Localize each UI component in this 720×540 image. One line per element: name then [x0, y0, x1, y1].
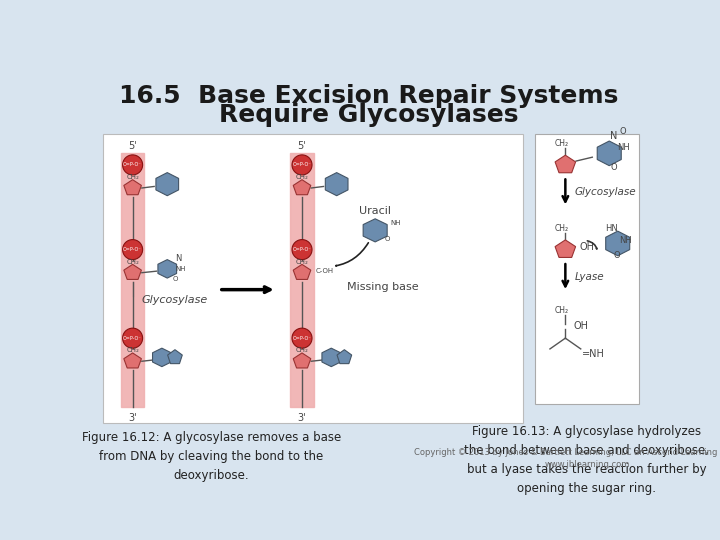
Polygon shape: [124, 180, 141, 195]
Circle shape: [292, 155, 312, 175]
Polygon shape: [168, 350, 182, 363]
Text: NH: NH: [619, 236, 631, 245]
Polygon shape: [158, 260, 176, 278]
Text: 5': 5': [297, 140, 307, 151]
Text: HN: HN: [606, 224, 618, 233]
Text: CH₂: CH₂: [126, 347, 139, 354]
Text: 16.5  Base Excision Repair Systems: 16.5 Base Excision Repair Systems: [120, 84, 618, 107]
Text: Copyright © 2013 by Jones & Bartlett Learning, LLC an Ascend Learning Company
ww: Copyright © 2013 by Jones & Bartlett Lea…: [414, 448, 720, 469]
Polygon shape: [597, 141, 621, 166]
Text: O=P-O⁻: O=P-O⁻: [123, 247, 142, 252]
FancyBboxPatch shape: [104, 134, 523, 423]
Text: CH₂: CH₂: [554, 306, 569, 315]
Polygon shape: [322, 348, 341, 367]
Text: O: O: [611, 163, 617, 172]
Text: CH₂: CH₂: [296, 347, 308, 354]
Circle shape: [122, 328, 143, 348]
Polygon shape: [293, 353, 311, 368]
Text: O=P-O⁻: O=P-O⁻: [123, 163, 142, 167]
Circle shape: [292, 328, 312, 348]
Text: O: O: [613, 251, 620, 260]
Text: O=P-O⁻: O=P-O⁻: [123, 336, 142, 341]
Bar: [121, 153, 144, 408]
Text: NH: NH: [390, 220, 401, 226]
Polygon shape: [555, 155, 575, 173]
FancyArrowPatch shape: [588, 241, 597, 249]
Text: Require Glycosylases: Require Glycosylases: [220, 103, 518, 127]
Text: Uracil: Uracil: [359, 206, 391, 216]
Text: OH: OH: [579, 242, 594, 252]
Text: CH₂: CH₂: [554, 224, 569, 233]
Bar: [290, 153, 314, 408]
Circle shape: [292, 240, 312, 260]
Text: O: O: [384, 236, 390, 242]
Text: NH: NH: [617, 144, 629, 152]
Polygon shape: [153, 348, 171, 367]
Text: Figure 16.12: A glycosylase removes a base
from DNA by cleaving the bond to the
: Figure 16.12: A glycosylase removes a ba…: [81, 430, 341, 482]
Text: O: O: [172, 276, 178, 282]
Polygon shape: [293, 180, 311, 195]
Polygon shape: [606, 231, 630, 256]
Text: Glycosylase: Glycosylase: [142, 295, 208, 305]
Text: 3': 3': [128, 413, 137, 423]
Text: CH₂: CH₂: [296, 174, 308, 180]
Text: Lyase: Lyase: [575, 272, 604, 281]
Text: 5': 5': [128, 140, 137, 151]
FancyArrowPatch shape: [336, 243, 369, 266]
Text: CH₂: CH₂: [296, 259, 308, 265]
Text: Missing base: Missing base: [347, 281, 418, 292]
Text: 3': 3': [297, 413, 306, 423]
Text: CH₂: CH₂: [126, 259, 139, 265]
Text: N: N: [176, 254, 182, 264]
Polygon shape: [293, 265, 311, 279]
Text: N: N: [610, 131, 618, 140]
Text: CH₂: CH₂: [126, 174, 139, 180]
Text: O=P-O⁻: O=P-O⁻: [292, 247, 312, 252]
Polygon shape: [337, 350, 351, 363]
Polygon shape: [555, 240, 575, 258]
Text: CH₂: CH₂: [554, 139, 569, 148]
Text: Glycosylase: Glycosylase: [575, 187, 636, 197]
Circle shape: [122, 155, 143, 175]
Text: =NH: =NH: [582, 348, 606, 359]
Text: C-OH: C-OH: [316, 268, 334, 274]
Circle shape: [122, 240, 143, 260]
Polygon shape: [124, 265, 141, 279]
Text: O=P-O⁻: O=P-O⁻: [292, 336, 312, 341]
Polygon shape: [325, 173, 348, 195]
FancyBboxPatch shape: [534, 134, 639, 403]
Text: Figure 16.13: A glycosylase hydrolyzes
the bond between base and deoxyribose,
bu: Figure 16.13: A glycosylase hydrolyzes t…: [464, 425, 709, 495]
Polygon shape: [124, 353, 141, 368]
Text: OH: OH: [573, 321, 588, 331]
Text: O=P-O⁻: O=P-O⁻: [292, 163, 312, 167]
Text: O: O: [620, 126, 626, 136]
Text: NH: NH: [176, 266, 186, 272]
Polygon shape: [363, 219, 387, 242]
Polygon shape: [156, 173, 179, 195]
